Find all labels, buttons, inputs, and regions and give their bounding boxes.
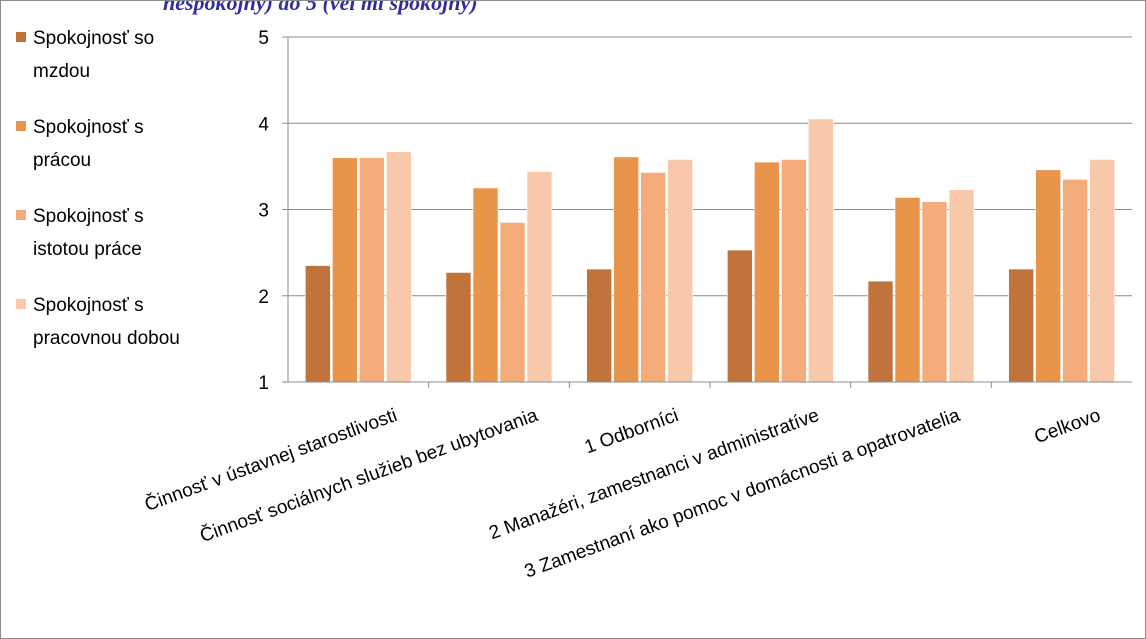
- bar: [808, 118, 834, 383]
- bar: [727, 249, 753, 383]
- legend-label: mzdou: [33, 61, 90, 82]
- bar: [948, 189, 975, 383]
- y-tick-label: 3: [258, 201, 269, 222]
- legend-swatch: [16, 121, 26, 131]
- bar: [1089, 159, 1115, 383]
- legend-swatch: [16, 210, 26, 220]
- bar: [781, 159, 807, 383]
- grid-layer: [288, 36, 1132, 297]
- legend-label: prácou: [33, 150, 91, 171]
- legend-label: Spokojnosť s: [33, 295, 144, 316]
- bar: [359, 157, 385, 383]
- legend-label: Spokojnosť so: [33, 28, 154, 49]
- x-category-label: Činnosť v ústavnej starostlivosti: [142, 404, 400, 516]
- legend: Spokojnosť so mzdou Spokojnosť s prácou Spok…: [16, 28, 180, 349]
- legend-label: Spokojnosť s: [33, 117, 144, 138]
- x-category-label: Celkovo: [1032, 405, 1104, 448]
- chart-title: nespokojný) do 5 (veľmi spokojný): [163, 1, 478, 15]
- bar: [386, 151, 412, 383]
- bar: [613, 156, 639, 383]
- bar: [640, 172, 666, 383]
- bar: [586, 268, 612, 383]
- bar: [894, 197, 921, 383]
- bar: [472, 187, 499, 383]
- bar: [332, 157, 358, 383]
- bar: [305, 265, 331, 383]
- bar: [754, 161, 780, 383]
- y-tick-label: 1: [258, 373, 269, 394]
- x-category-label: 1 Odborníci: [582, 405, 681, 458]
- legend-label: istotou práce: [33, 239, 142, 260]
- legend-swatch: [16, 32, 26, 42]
- bar: [1035, 169, 1061, 383]
- y-tick-label: 4: [258, 114, 269, 135]
- bar: [1062, 179, 1088, 383]
- legend-label: pracovnou dobou: [33, 328, 180, 349]
- bar: [499, 222, 526, 383]
- y-tick-label: 5: [258, 28, 269, 49]
- bar: [667, 159, 693, 383]
- legend-swatch: [16, 299, 26, 309]
- bar: [921, 201, 948, 383]
- bar-layer: [305, 118, 1115, 383]
- bar: [445, 272, 472, 383]
- legend-label: Spokojnosť s: [33, 206, 144, 227]
- bar: [1008, 268, 1034, 383]
- bar: [867, 280, 894, 383]
- bar: [526, 171, 553, 383]
- y-tick-label: 2: [258, 287, 269, 308]
